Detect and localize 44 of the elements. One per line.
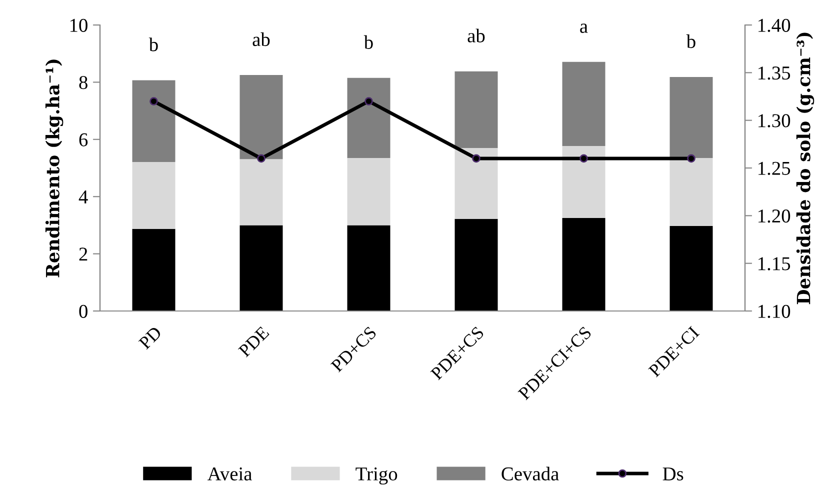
- annotation: b: [686, 34, 696, 48]
- annotation: ab: [252, 32, 270, 46]
- y-tick-label: 10: [70, 18, 88, 32]
- bar: [347, 158, 390, 226]
- bar: [347, 78, 390, 158]
- legend-label: Cevada: [502, 466, 559, 480]
- bar: [132, 228, 176, 311]
- y2-tick-label: 1.40: [758, 18, 790, 32]
- legend-label: Trigo: [356, 467, 398, 484]
- bar: [132, 80, 176, 162]
- y2-tick-label: 1.30: [758, 114, 790, 128]
- y-tick-label: 4: [78, 190, 88, 204]
- bar: [562, 62, 606, 146]
- bar: [562, 146, 606, 218]
- y-tick-label: 0: [79, 304, 88, 318]
- y-tick-label: 8: [79, 76, 88, 90]
- bar: [347, 225, 390, 311]
- bar: [670, 77, 713, 158]
- bar: [454, 148, 498, 219]
- bar: [670, 158, 713, 226]
- bar: [670, 226, 713, 311]
- y-tick-label: 2: [79, 248, 88, 261]
- y-tick-label: 6: [79, 133, 88, 146]
- y2-tick-label: 1.35: [758, 66, 790, 80]
- bar: [240, 75, 283, 160]
- bar: [132, 162, 176, 229]
- annotation: b: [148, 38, 158, 52]
- bar: [454, 71, 498, 148]
- x-tick-label: PD: [138, 326, 162, 350]
- legend-label: Ds: [662, 468, 684, 480]
- bar: [240, 159, 283, 226]
- bar: [240, 225, 283, 311]
- bar: [454, 218, 498, 311]
- y-axis-title: Rendimento (kg.ha⁻¹): [45, 60, 64, 278]
- y2-tick-label: 1.20: [758, 209, 790, 223]
- y2-tick-label: 1.15: [758, 257, 790, 270]
- y2-axis-title: Densidade do solo (g.cm⁻³): [796, 32, 814, 304]
- annotation: ab: [468, 28, 485, 42]
- y2-tick-label: 1.10: [758, 304, 790, 318]
- bar: [562, 218, 606, 311]
- annotation: b: [364, 35, 373, 49]
- legend-label: Aveia: [207, 467, 252, 480]
- y2-tick-label: 1.25: [758, 162, 790, 176]
- annotation: a: [580, 24, 588, 33]
